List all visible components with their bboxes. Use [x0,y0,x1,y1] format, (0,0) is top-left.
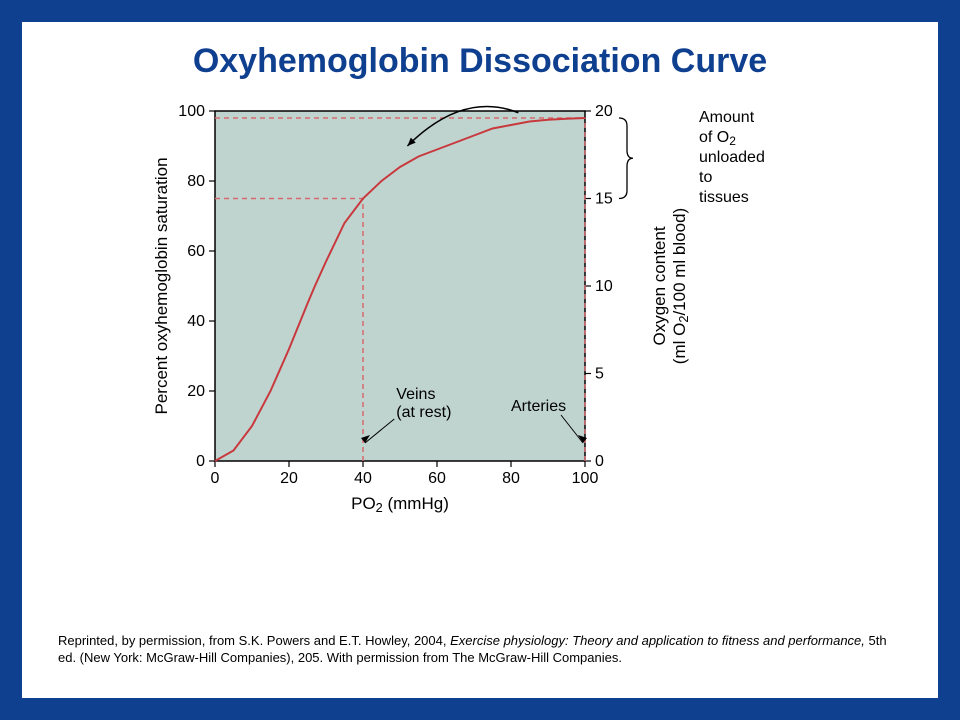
svg-text:Percent oxyhemoglobin saturati: Percent oxyhemoglobin saturation [152,157,171,414]
svg-text:Veins: Veins [396,386,435,403]
svg-text:15: 15 [595,191,613,208]
svg-text:0: 0 [595,453,604,470]
svg-text:(at rest): (at rest) [396,404,451,421]
svg-text:Amount: Amount [699,109,755,126]
outer-frame: Oxyhemoglobin Dissociation Curve 0 20 40 60… [0,0,960,720]
svg-text:Arteries: Arteries [511,398,566,415]
svg-text:0: 0 [211,470,220,487]
slide-card: Oxyhemoglobin Dissociation Curve 0 20 40 60… [22,22,938,698]
svg-text:PO2 (mmHg): PO2 (mmHg) [351,494,449,515]
svg-text:80: 80 [502,470,520,487]
svg-text:40: 40 [187,313,205,330]
svg-text:20: 20 [280,470,298,487]
svg-text:(ml O2/100 ml blood): (ml O2/100 ml blood) [670,208,691,364]
svg-text:10: 10 [595,278,613,295]
svg-text:Oxygen content: Oxygen content [650,226,669,345]
svg-text:tissues: tissues [699,189,749,206]
svg-text:80: 80 [187,173,205,190]
dissociation-curve-chart: 02040608010002040608010005101520Percent … [145,91,815,551]
svg-text:40: 40 [354,470,372,487]
svg-text:60: 60 [428,470,446,487]
svg-text:100: 100 [572,470,599,487]
svg-text:20: 20 [187,383,205,400]
citation-title: Exercise physiology: Theory and applicat… [450,633,865,648]
svg-text:100: 100 [178,103,205,120]
citation-prefix: Reprinted, by permission, from S.K. Powe… [58,633,450,648]
svg-text:0: 0 [196,453,205,470]
citation: Reprinted, by permission, from S.K. Powe… [58,633,902,667]
svg-text:of O2: of O2 [699,129,736,148]
svg-text:20: 20 [595,103,613,120]
svg-text:to: to [699,169,712,186]
page-title: Oxyhemoglobin Dissociation Curve [58,42,902,81]
chart-container: 02040608010002040608010005101520Percent … [58,91,902,627]
svg-text:60: 60 [187,243,205,260]
svg-text:unloaded: unloaded [699,149,765,166]
svg-text:5: 5 [595,366,604,383]
